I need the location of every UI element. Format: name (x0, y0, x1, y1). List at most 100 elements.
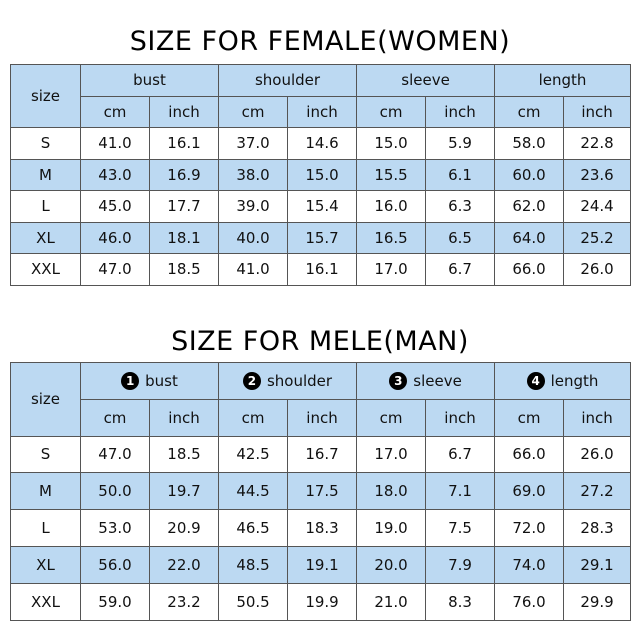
value-cell: 29.9 (563, 582, 632, 621)
value-cell: 18.0 (356, 472, 427, 511)
value-cell: 15.0 (287, 158, 358, 191)
value-cell: 74.0 (494, 545, 565, 584)
group-label: shoulder (266, 371, 333, 390)
value-cell: 46.0 (80, 221, 150, 254)
value-cell: 18.5 (148, 435, 220, 474)
value-cell: 46.5 (218, 509, 289, 547)
unit-header: cm (218, 398, 289, 437)
value-cell: 41.0 (218, 253, 289, 286)
number-badge-icon: 3 (389, 371, 408, 390)
value-cell: 48.5 (218, 545, 289, 584)
group-label: sleeve (401, 71, 450, 90)
value-cell: 15.7 (287, 221, 358, 254)
value-cell: 6.7 (425, 435, 496, 474)
value-cell: 19.7 (148, 472, 220, 511)
group-label: shoulder (254, 71, 321, 90)
value-cell: 17.0 (356, 435, 427, 474)
value-cell: 22.0 (148, 545, 220, 584)
size-cell: L (10, 190, 81, 223)
value-cell: 16.1 (287, 253, 358, 286)
unit-row: cm inch cm inch cm inch cm inch (11, 398, 632, 437)
unit-header: cm (80, 398, 150, 437)
value-cell: 7.5 (425, 509, 496, 547)
value-cell: 17.7 (148, 190, 220, 223)
value-cell: 18.5 (148, 253, 220, 286)
size-cell: XXL (10, 582, 81, 621)
value-cell: 27.2 (563, 472, 632, 511)
value-cell: 41.0 (80, 127, 150, 160)
value-cell: 50.0 (80, 472, 150, 511)
group-label: bust (145, 371, 178, 390)
group-header-length: 4 length (494, 362, 632, 400)
value-cell: 37.0 (218, 127, 289, 160)
size-cell: XL (10, 545, 81, 584)
value-cell: 17.0 (356, 253, 427, 286)
group-label: length (550, 371, 599, 390)
value-cell: 23.2 (148, 582, 220, 621)
size-cell: M (10, 158, 81, 191)
unit-header: cm (356, 95, 427, 128)
value-cell: 53.0 (80, 509, 150, 547)
unit-header: inch (425, 95, 496, 128)
group-label: sleeve (413, 371, 462, 390)
size-cell: L (10, 509, 81, 547)
group-header-bust: 1 bust (79, 362, 220, 400)
value-cell: 47.0 (80, 435, 150, 474)
group-header-shoulder: shoulder (218, 64, 358, 97)
value-cell: 7.9 (425, 545, 496, 584)
value-cell: 47.0 (80, 253, 150, 286)
value-cell: 24.4 (563, 190, 632, 223)
men-size-table: size 1 bust 2 shoulder 3 sleeve 4 length cm inch cm… (10, 362, 632, 621)
unit-header: inch (563, 95, 632, 128)
value-cell: 6.1 (425, 158, 496, 191)
number-badge-icon: 2 (242, 371, 261, 390)
table-row: XXL 47.0 18.5 41.0 16.1 17.0 6.7 66.0 26.0 (10, 253, 632, 286)
table-row: L 53.0 20.9 46.5 18.3 19.0 7.5 72.0 28.3 (10, 509, 632, 547)
value-cell: 15.5 (356, 158, 427, 191)
table-row: XL 56.0 22.0 48.5 19.1 20.0 7.9 74.0 29.1 (10, 545, 632, 584)
number-badge-icon: 1 (121, 371, 140, 390)
group-header-sleeve: 3 sleeve (356, 362, 496, 400)
value-cell: 16.1 (148, 127, 220, 160)
value-cell: 66.0 (494, 253, 565, 286)
value-cell: 16.9 (148, 158, 220, 191)
group-label: length (538, 71, 587, 90)
size-header: size (10, 362, 81, 437)
value-cell: 23.6 (563, 158, 632, 191)
group-header-length: length (494, 64, 632, 97)
value-cell: 20.0 (356, 545, 427, 584)
value-cell: 8.3 (425, 582, 496, 621)
value-cell: 60.0 (494, 158, 565, 191)
value-cell: 26.0 (563, 253, 632, 286)
value-cell: 76.0 (494, 582, 565, 621)
table-row: XXL 59.0 23.2 50.5 19.9 21.0 8.3 76.0 29.9 (10, 582, 632, 621)
men-size-title: SIZE FOR MELE(MAN) (171, 326, 469, 357)
header-row: size 1 bust 2 shoulder 3 sleeve 4 length (10, 362, 632, 437)
group-label: bust (133, 71, 166, 90)
unit-header: cm (218, 95, 289, 128)
table-row: M 43.0 16.9 38.0 15.0 15.5 6.1 60.0 23.6 (10, 158, 632, 191)
unit-header: inch (425, 398, 496, 437)
value-cell: 25.2 (563, 221, 632, 254)
value-cell: 21.0 (356, 582, 427, 621)
value-cell: 19.9 (287, 582, 358, 621)
value-cell: 40.0 (218, 221, 289, 254)
value-cell: 62.0 (494, 190, 565, 223)
value-cell: 42.5 (218, 435, 289, 474)
value-cell: 29.1 (563, 545, 632, 584)
value-cell: 56.0 (80, 545, 150, 584)
value-cell: 26.0 (563, 435, 632, 474)
value-cell: 18.3 (287, 509, 358, 547)
women-size-title: SIZE FOR FEMALE(WOMEN) (129, 26, 511, 57)
table-row: S 47.0 18.5 42.5 16.7 17.0 6.7 66.0 26.0 (10, 435, 632, 474)
group-header-bust: bust (79, 64, 220, 97)
size-header: size (10, 64, 81, 128)
unit-header: cm (494, 95, 565, 128)
women-size-table: size bust shoulder sleeve length cm inch cm inch… (10, 64, 632, 286)
number-badge-icon: 4 (526, 371, 545, 390)
value-cell: 50.5 (218, 582, 289, 621)
value-cell: 7.1 (425, 472, 496, 511)
table-row: S 41.0 16.1 37.0 14.6 15.0 5.9 58.0 22.8 (10, 127, 632, 160)
value-cell: 17.5 (287, 472, 358, 511)
table-row: XL 46.0 18.1 40.0 15.7 16.5 6.5 64.0 25.2 (10, 221, 632, 254)
